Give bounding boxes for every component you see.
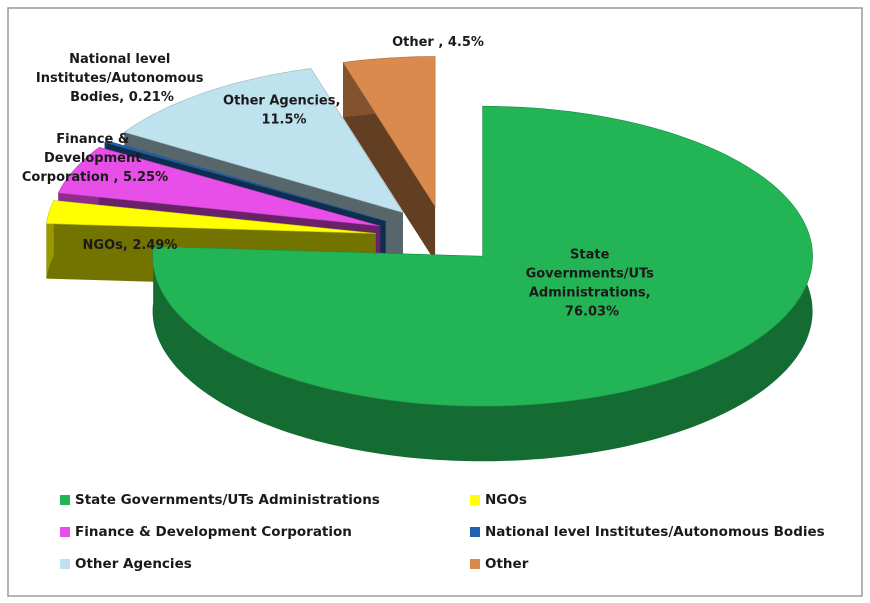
slice — [46, 200, 376, 234]
legend-swatch — [60, 559, 70, 569]
slice — [152, 105, 813, 407]
data-label: NGOs, 2.49% — [83, 238, 178, 253]
legend-swatch — [60, 527, 70, 537]
data-label-line: Corporation , 5.25% — [22, 170, 168, 185]
data-label-line: Institutes/Autonomous — [36, 71, 208, 86]
data-label-line: Finance & — [56, 132, 134, 147]
data-label-line: Bodies, 0.21% — [70, 90, 174, 105]
slice — [123, 68, 404, 214]
legend-swatch — [60, 495, 70, 505]
legend-label: Other — [485, 556, 529, 572]
legend-label: NGOs — [485, 492, 527, 508]
data-label-line: NGOs, 2.49% — [83, 238, 178, 253]
data-label-line: Other Agencies, — [223, 93, 345, 108]
legend-label: National level Institutes/Autonomous Bod… — [485, 524, 825, 540]
legend-swatch — [470, 495, 480, 505]
legend-label: Other Agencies — [75, 556, 192, 572]
data-label: Finance & Development Corporation , 5.25… — [22, 132, 168, 185]
data-label-line: 11.5% — [261, 112, 306, 127]
data-label: Other Agencies, 11.5% — [223, 93, 345, 127]
slice — [104, 140, 386, 222]
data-label-line: Development — [44, 151, 146, 166]
data-label: State Governments/UTs Administrations, 7… — [526, 247, 659, 319]
legend-swatch — [470, 527, 480, 537]
data-label-line: State — [570, 247, 614, 262]
data-label-line: National level — [69, 52, 175, 67]
legend-swatch — [470, 559, 480, 569]
data-label-line: Governments/UTs — [526, 266, 659, 281]
legend-label: State Governments/UTs Administrations — [75, 492, 380, 508]
data-label: National level Institutes/Autonomous Bod… — [36, 52, 208, 105]
data-label-line: Administrations, — [529, 285, 655, 300]
data-label-line: 76.03% — [565, 304, 619, 319]
data-label: Other , 4.5% — [392, 35, 484, 50]
legend-label: Finance & Development Corporation — [75, 524, 352, 540]
slice — [57, 146, 381, 227]
slice — [342, 56, 436, 208]
data-label-line: Other , 4.5% — [392, 35, 484, 50]
